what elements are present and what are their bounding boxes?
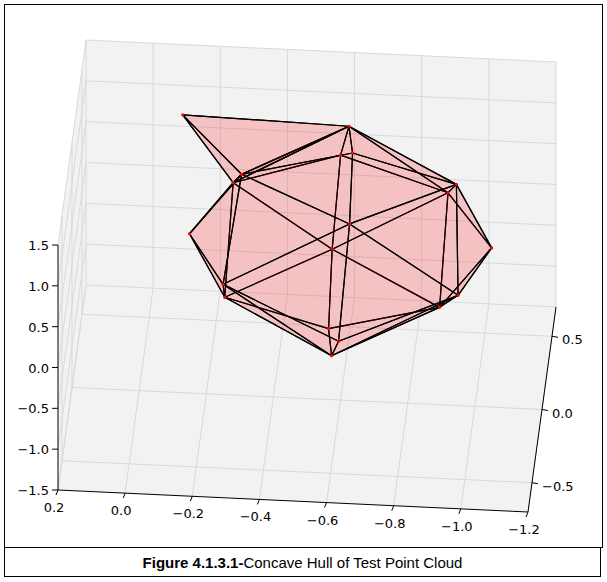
svg-text:0.0: 0.0 — [111, 503, 132, 518]
svg-text:0.5: 0.5 — [562, 332, 583, 347]
svg-text:−1.2: −1.2 — [508, 522, 540, 537]
svg-text:−1.0: −1.0 — [441, 519, 473, 534]
svg-text:−0.5: −0.5 — [542, 479, 574, 494]
svg-text:−0.5: −0.5 — [17, 401, 49, 416]
svg-text:−1.5: −1.5 — [17, 483, 49, 498]
svg-text:0.0: 0.0 — [28, 361, 49, 376]
svg-text:−0.6: −0.6 — [307, 513, 339, 528]
svg-text:−1.0: −1.0 — [17, 442, 49, 457]
html-text:Figure 4.1.3.1- Concave Hull o: Figure 4.1.3.1- Concave Hull of Test Poi… — [142, 553, 463, 571]
svg-text:0.0: 0.0 — [552, 406, 573, 421]
svg-text:0.2: 0.2 — [44, 500, 65, 515]
svg-text:1.0: 1.0 — [28, 279, 49, 294]
svg-text:−0.4: −0.4 — [240, 509, 272, 524]
svg-text:0.5: 0.5 — [28, 320, 49, 335]
svg-text:1.5: 1.5 — [28, 238, 49, 253]
svg-text:−0.2: −0.2 — [172, 506, 204, 521]
svg-text:−0.8: −0.8 — [374, 516, 406, 531]
